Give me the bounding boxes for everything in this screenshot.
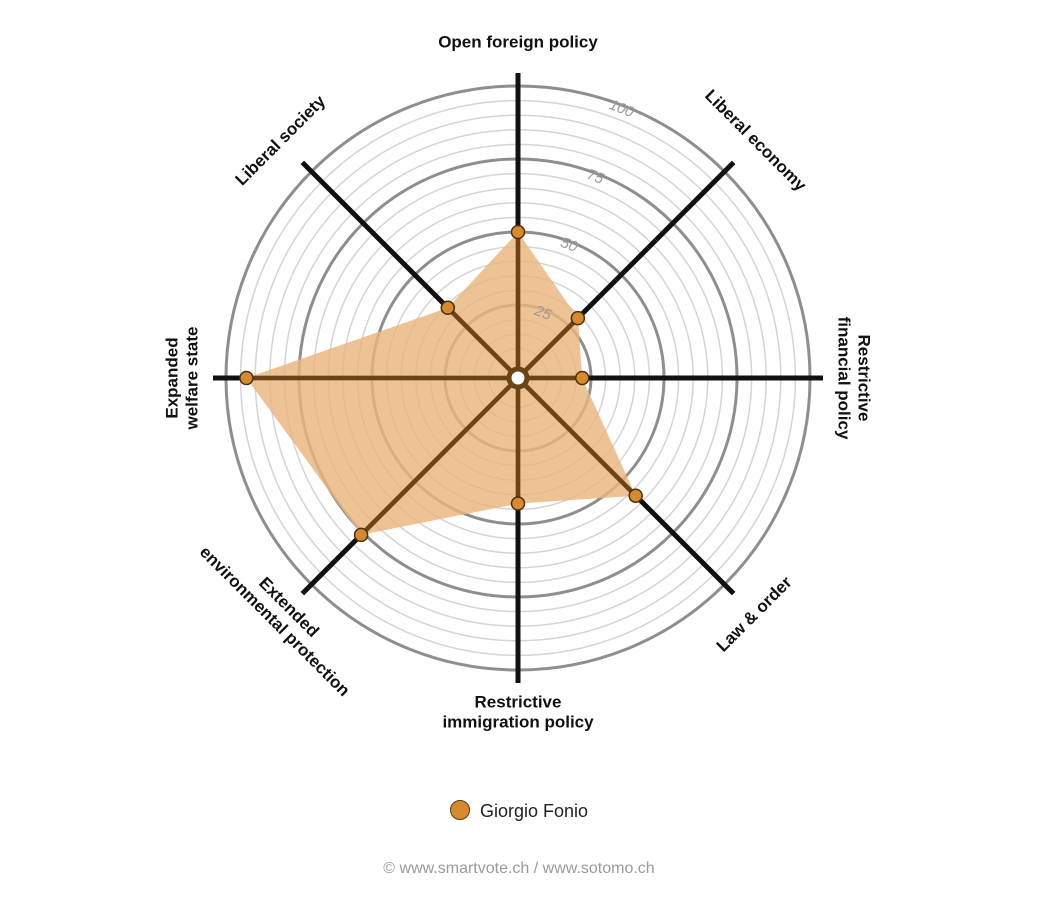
axis-label-group: Expanded welfare state [162,327,201,431]
axis-spoke-inner [359,376,520,537]
axis-label-group: Open foreign policy [438,32,598,51]
axis-spoke-inner [446,306,520,380]
data-point [510,496,526,511]
axis-label: Restrictive [475,692,562,711]
legend-label: Giorgio Fonio [479,801,589,821]
tick-labels: 25 50 75 100 [531,96,637,324]
axis-spoke-inner [516,316,580,380]
data-point [239,370,254,386]
legend-marker [449,800,470,820]
data-point [510,224,526,240]
data-point [628,488,643,503]
tick-label: 75 [584,166,606,188]
data-point [353,527,369,543]
legend: Giorgio Fonio [0,800,1038,822]
axis-label: immigration policy [442,712,594,731]
series-area [246,232,636,535]
data-point [574,370,590,386]
tick-label: 25 [531,302,554,324]
tick-label: 50 [558,234,580,256]
tick-label: 100 [607,96,637,121]
data-point [570,310,586,326]
series-polygon [246,232,636,535]
center-hub [506,366,530,390]
data-point [440,300,456,316]
series-points [239,224,643,543]
credit-text: © www.smartvote.ch / www.sotomo.ch [383,860,655,877]
axis-label: financial policy [835,317,854,440]
axis-label: Open foreign policy [438,32,598,51]
axis-label: welfare state [182,327,201,431]
axis-label: Expanded [162,337,181,418]
axis-spoke-inner [516,376,638,498]
axis-label: Restrictive [855,335,874,422]
radar-inner-spokes [246,232,638,537]
